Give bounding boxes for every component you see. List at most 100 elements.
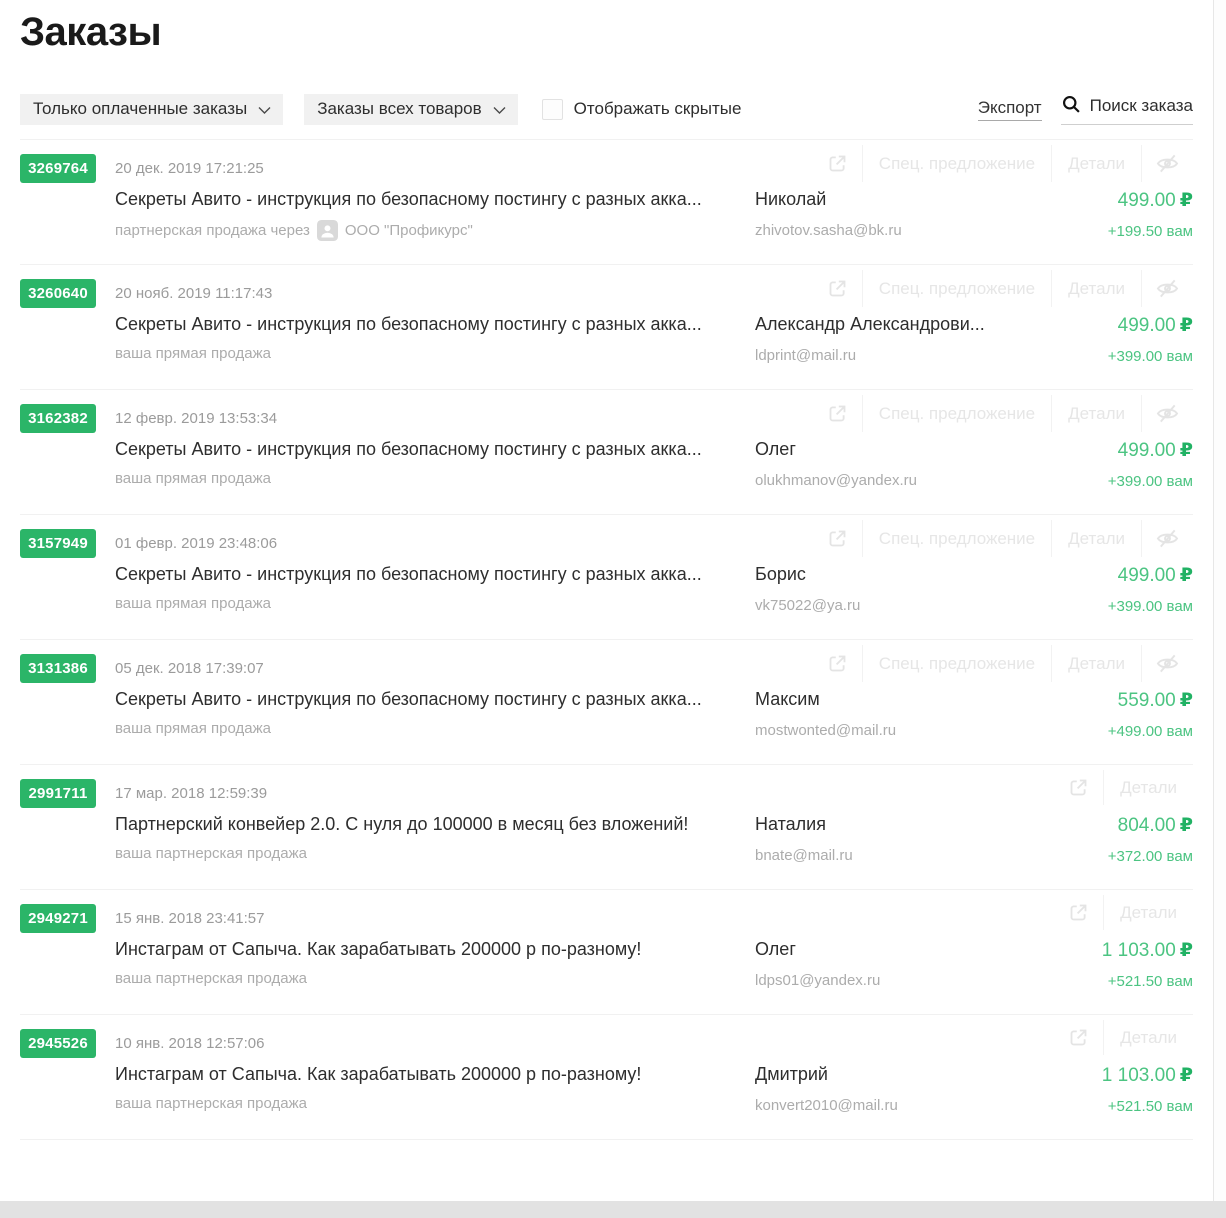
buyer-column: Наталия bnate@mail.ru — [755, 814, 1033, 865]
special-offer-button[interactable]: Спец. предложение — [861, 520, 1051, 557]
special-offer-button[interactable]: Спец. предложение — [861, 395, 1051, 432]
hide-order-icon[interactable] — [1141, 645, 1193, 682]
order-sale-type: ваша прямая продажа — [115, 595, 743, 612]
details-button[interactable]: Детали — [1103, 1020, 1193, 1055]
buyer-column: Борис vk75022@ya.ru — [755, 564, 1033, 615]
order-main: 12 февр. 2019 13:53:34 Секреты Авито - и… — [115, 395, 1193, 514]
hide-order-icon[interactable] — [1141, 520, 1193, 557]
buyer-email: mostwonted@mail.ru — [755, 722, 897, 739]
status-filter-dropdown[interactable]: Только оплаченные заказы — [20, 93, 284, 125]
status-filter-label: Только оплаченные заказы — [33, 99, 248, 118]
order-date: 01 февр. 2019 23:48:06 — [115, 535, 278, 552]
external-link-icon[interactable] — [1054, 895, 1103, 930]
order-row: 2945526 10 янв. 2018 12:57:06 Инстаграм … — [20, 1014, 1193, 1139]
order-id-badge: 3269764 — [20, 154, 96, 183]
product-filter-dropdown[interactable]: Заказы всех товаров — [304, 93, 518, 125]
product-column: Секреты Авито - инструкция по безопасном… — [115, 314, 755, 365]
hide-order-icon[interactable] — [1141, 270, 1193, 307]
money-column: 499.00 ₽ +399.00 вам — [1033, 564, 1193, 615]
sale-type-label: ваша прямая продажа — [115, 470, 271, 487]
product-column: Инстаграм от Сапыча. Как зарабатывать 20… — [115, 939, 755, 990]
product-filter-label: Заказы всех товаров — [317, 99, 482, 118]
order-product-title: Секреты Авито - инструкция по безопасном… — [115, 564, 702, 584]
order-price: 499.00 ₽ — [1033, 189, 1193, 212]
external-link-icon[interactable] — [813, 520, 862, 557]
sale-type-label: ваша прямая продажа — [115, 720, 271, 737]
order-price: 1 103.00 ₽ — [1033, 1064, 1193, 1087]
details-button[interactable]: Детали — [1051, 395, 1141, 432]
buyer-name: Дмитрий — [755, 1064, 828, 1084]
external-link-icon[interactable] — [1054, 1020, 1103, 1055]
order-sale-type: ваша прямая продажа — [115, 470, 743, 487]
filter-bar: Только оплаченные заказы Заказы всех тов… — [20, 93, 1193, 125]
buyer-name: Наталия — [755, 814, 826, 834]
ruble-sign: ₽ — [1179, 315, 1193, 336]
order-price: 499.00 ₽ — [1033, 564, 1193, 587]
buyer-name: Олег — [755, 439, 796, 459]
details-button[interactable]: Детали — [1051, 270, 1141, 307]
order-sale-type: ваша партнерская продажа — [115, 845, 743, 862]
export-link[interactable]: Экспорт — [977, 98, 1042, 121]
details-button[interactable]: Детали — [1051, 520, 1141, 557]
price-value: 1 103.00 — [1101, 1065, 1176, 1086]
price-value: 499.00 — [1117, 190, 1176, 211]
order-product-title: Секреты Авито - инструкция по безопасном… — [115, 314, 702, 334]
buyer-email: konvert2010@mail.ru — [755, 1097, 898, 1114]
ruble-sign: ₽ — [1179, 1065, 1193, 1086]
order-main: 15 янв. 2018 23:41:57 Инстаграм от Сапыч… — [115, 895, 1193, 1014]
order-search[interactable]: Поиск заказа — [1060, 94, 1193, 125]
buyer-name: Борис — [755, 564, 806, 584]
order-date: 10 янв. 2018 12:57:06 — [115, 1035, 265, 1052]
order-grid: Партнерский конвейер 2.0. С нуля до 1000… — [115, 814, 1193, 865]
order-product-title: Партнерский конвейер 2.0. С нуля до 1000… — [115, 814, 689, 834]
external-link-icon[interactable] — [813, 145, 862, 182]
external-link-icon[interactable] — [813, 645, 862, 682]
commission: +372.00 вам — [1107, 848, 1193, 865]
scrollbar[interactable] — [1213, 0, 1226, 1201]
buyer-column: Дмитрий konvert2010@mail.ru — [755, 1064, 1033, 1115]
order-row: 3157949 01 февр. 2019 23:48:06 Секреты А… — [20, 514, 1193, 639]
sale-type-label: ваша прямая продажа — [115, 595, 271, 612]
order-product-title: Секреты Авито - инструкция по безопасном… — [115, 439, 702, 459]
order-row: 3131386 05 дек. 2018 17:39:07 Секреты Ав… — [20, 639, 1193, 764]
orders-list: 3269764 20 дек. 2019 17:21:25 Секреты Ав… — [20, 139, 1193, 1140]
commission: +399.00 вам — [1107, 598, 1193, 615]
external-link-icon[interactable] — [813, 395, 862, 432]
order-sale-type: ваша партнерская продажа — [115, 1095, 743, 1112]
details-button[interactable]: Детали — [1051, 145, 1141, 182]
details-button[interactable]: Детали — [1051, 645, 1141, 682]
details-button[interactable]: Детали — [1103, 770, 1193, 805]
order-grid: Инстаграм от Сапыча. Как зарабатывать 20… — [115, 1064, 1193, 1115]
order-actions: Детали — [1054, 1020, 1193, 1055]
buyer-email: bnate@mail.ru — [755, 847, 853, 864]
special-offer-button[interactable]: Спец. предложение — [861, 145, 1051, 182]
details-button[interactable]: Детали — [1103, 895, 1193, 930]
price-value: 499.00 — [1117, 315, 1176, 336]
order-price: 499.00 ₽ — [1033, 314, 1193, 337]
buyer-email: zhivotov.sasha@bk.ru — [755, 222, 902, 239]
order-grid: Секреты Авито - инструкция по безопасном… — [115, 564, 1193, 615]
money-column: 804.00 ₽ +372.00 вам — [1033, 814, 1193, 865]
hide-order-icon[interactable] — [1141, 145, 1193, 182]
price-value: 559.00 — [1117, 690, 1176, 711]
order-actions: Спец. предложение Детали — [813, 645, 1193, 682]
partner: ООО "Профикурс" — [316, 220, 473, 241]
hide-order-icon[interactable] — [1141, 395, 1193, 432]
special-offer-button[interactable]: Спец. предложение — [861, 645, 1051, 682]
show-hidden-checkbox[interactable] — [541, 98, 563, 120]
order-main: 05 дек. 2018 17:39:07 Секреты Авито - ин… — [115, 645, 1193, 764]
order-product-title: Инстаграм от Сапыча. Как зарабатывать 20… — [115, 939, 642, 959]
order-date: 20 нояб. 2019 11:17:43 — [115, 285, 273, 302]
order-date: 12 февр. 2019 13:53:34 — [115, 410, 278, 427]
order-price: 804.00 ₽ — [1033, 814, 1193, 837]
order-row: 3162382 12 февр. 2019 13:53:34 Секреты А… — [20, 389, 1193, 514]
order-actions: Детали — [1054, 770, 1193, 805]
product-column: Секреты Авито - инструкция по безопасном… — [115, 189, 755, 241]
order-date: 20 дек. 2019 17:21:25 — [115, 160, 264, 177]
show-hidden-checkbox-row[interactable]: Отображать скрытые — [541, 98, 741, 120]
special-offer-button[interactable]: Спец. предложение — [861, 270, 1051, 307]
external-link-icon[interactable] — [813, 270, 862, 307]
product-column: Инстаграм от Сапыча. Как зарабатывать 20… — [115, 1064, 755, 1115]
order-grid: Секреты Авито - инструкция по безопасном… — [115, 439, 1193, 490]
external-link-icon[interactable] — [1054, 770, 1103, 805]
